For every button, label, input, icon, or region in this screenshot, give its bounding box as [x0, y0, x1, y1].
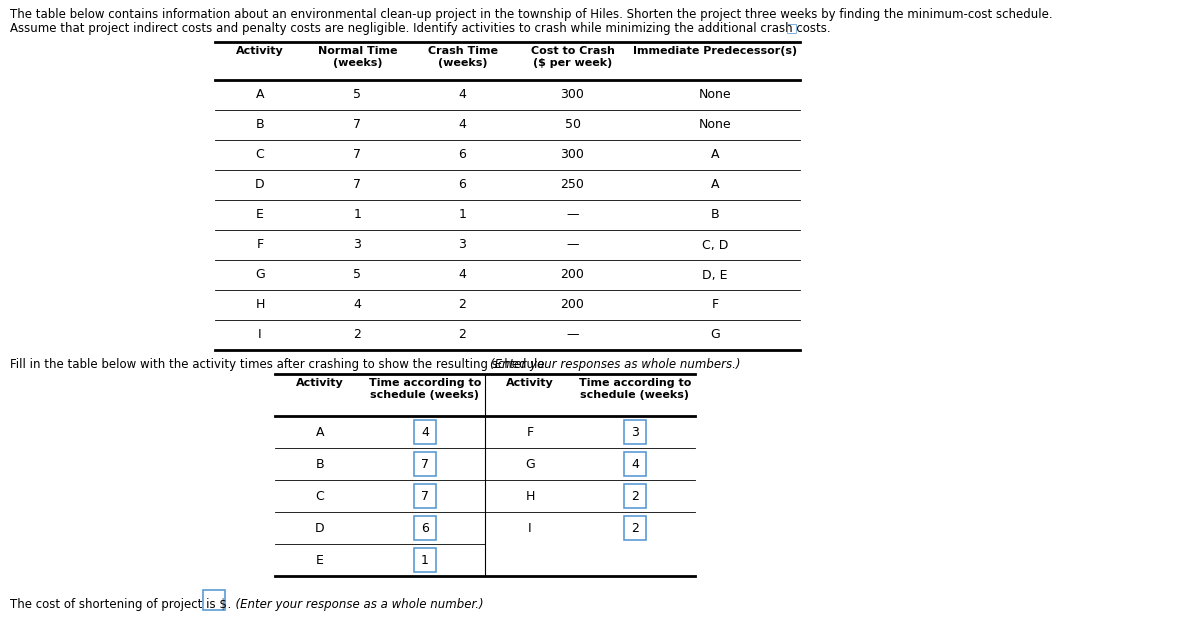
Text: —: — — [566, 239, 578, 252]
Text: 200: 200 — [560, 299, 584, 312]
Text: F: F — [527, 426, 534, 438]
Text: I: I — [258, 329, 262, 342]
Text: C, D: C, D — [702, 239, 728, 252]
Text: G: G — [256, 269, 265, 282]
Text: 4: 4 — [458, 88, 467, 101]
Text: The cost of shortening of project is $: The cost of shortening of project is $ — [10, 598, 227, 611]
Text: 5: 5 — [354, 269, 361, 282]
Text: —: — — [566, 329, 578, 342]
Text: B: B — [316, 458, 324, 471]
Text: 7: 7 — [354, 148, 361, 162]
Text: Time according to
schedule (weeks): Time according to schedule (weeks) — [368, 378, 481, 399]
Text: B: B — [710, 208, 719, 222]
Text: D: D — [256, 178, 265, 192]
Text: C: C — [316, 490, 324, 503]
Text: 7: 7 — [354, 118, 361, 131]
Text: The table below contains information about an environmental clean-up project in : The table below contains information abo… — [10, 8, 1052, 21]
Text: Immediate Predecessor(s): Immediate Predecessor(s) — [632, 46, 797, 56]
Text: 2: 2 — [354, 329, 361, 342]
Text: 4: 4 — [631, 458, 638, 471]
FancyBboxPatch shape — [624, 452, 646, 476]
FancyBboxPatch shape — [203, 590, 224, 610]
FancyBboxPatch shape — [414, 548, 436, 572]
Text: 2: 2 — [631, 521, 638, 535]
Text: □: □ — [786, 21, 798, 34]
Text: Activity: Activity — [236, 46, 284, 56]
Text: Time according to
schedule (weeks): Time according to schedule (weeks) — [578, 378, 691, 399]
Text: (Enter your responses as whole numbers.): (Enter your responses as whole numbers.) — [490, 358, 740, 371]
Text: F: F — [712, 299, 719, 312]
Text: 7: 7 — [421, 458, 430, 471]
Text: E: E — [316, 553, 324, 567]
Text: 250: 250 — [560, 178, 584, 192]
Text: 6: 6 — [458, 178, 467, 192]
Text: Activity: Activity — [506, 378, 554, 388]
FancyBboxPatch shape — [414, 516, 436, 540]
Text: F: F — [257, 239, 264, 252]
Text: 7: 7 — [354, 178, 361, 192]
Text: A: A — [710, 148, 719, 162]
FancyBboxPatch shape — [414, 452, 436, 476]
Text: E: E — [256, 208, 264, 222]
Text: 300: 300 — [560, 148, 584, 162]
Text: 4: 4 — [458, 118, 467, 131]
Text: A: A — [256, 88, 264, 101]
Text: H: H — [256, 299, 265, 312]
Text: Cost to Crash
($ per week): Cost to Crash ($ per week) — [530, 46, 614, 68]
Text: 200: 200 — [560, 269, 584, 282]
Text: B: B — [256, 118, 264, 131]
Text: D, E: D, E — [702, 269, 727, 282]
Text: 5: 5 — [354, 88, 361, 101]
Text: 2: 2 — [458, 299, 467, 312]
Text: 3: 3 — [458, 239, 467, 252]
FancyBboxPatch shape — [624, 484, 646, 508]
Text: 3: 3 — [631, 426, 638, 438]
Text: A: A — [710, 178, 719, 192]
Text: 3: 3 — [354, 239, 361, 252]
Text: C: C — [256, 148, 264, 162]
Text: None: None — [698, 88, 731, 101]
Text: 50: 50 — [564, 118, 581, 131]
Text: 4: 4 — [421, 426, 428, 438]
Text: 2: 2 — [631, 490, 638, 503]
Text: 1: 1 — [421, 553, 428, 567]
Text: . (Enter your response as a whole number.): . (Enter your response as a whole number… — [228, 598, 484, 611]
FancyBboxPatch shape — [414, 484, 436, 508]
Text: Crash Time
(weeks): Crash Time (weeks) — [427, 46, 498, 68]
FancyBboxPatch shape — [624, 516, 646, 540]
Text: Activity: Activity — [296, 378, 344, 388]
Text: 1: 1 — [354, 208, 361, 222]
Text: H: H — [526, 490, 535, 503]
Text: 6: 6 — [458, 148, 467, 162]
Text: Normal Time
(weeks): Normal Time (weeks) — [318, 46, 397, 68]
FancyBboxPatch shape — [624, 420, 646, 444]
Text: I: I — [528, 521, 532, 535]
Text: Assume that project indirect costs and penalty costs are negligible. Identify ac: Assume that project indirect costs and p… — [10, 22, 830, 35]
Text: 4: 4 — [354, 299, 361, 312]
Text: 7: 7 — [421, 490, 430, 503]
Text: —: — — [566, 208, 578, 222]
Text: G: G — [710, 329, 720, 342]
Text: 4: 4 — [458, 269, 467, 282]
Text: G: G — [526, 458, 535, 471]
Text: None: None — [698, 118, 731, 131]
Text: 2: 2 — [458, 329, 467, 342]
Text: Fill in the table below with the activity times after crashing to show the resul: Fill in the table below with the activit… — [10, 358, 552, 371]
FancyBboxPatch shape — [414, 420, 436, 444]
Text: 1: 1 — [458, 208, 467, 222]
Text: 300: 300 — [560, 88, 584, 101]
Text: D: D — [316, 521, 325, 535]
Text: A: A — [316, 426, 324, 438]
Text: 6: 6 — [421, 521, 428, 535]
